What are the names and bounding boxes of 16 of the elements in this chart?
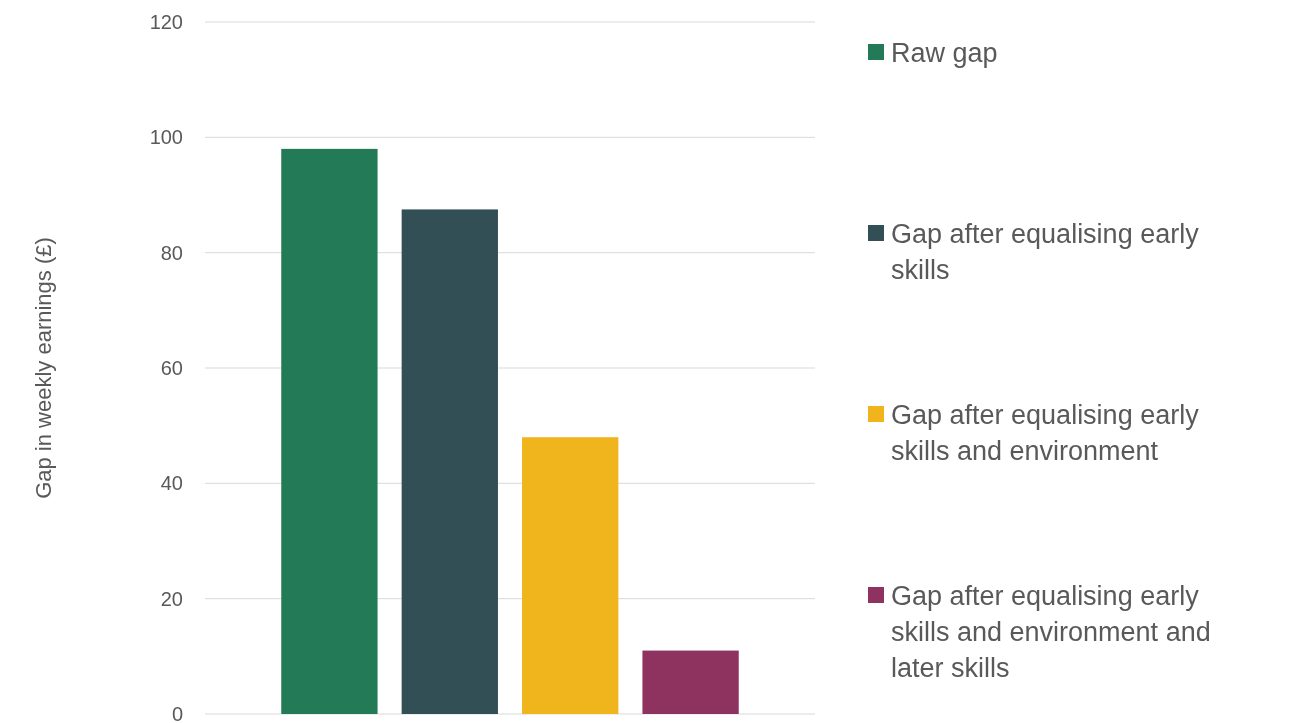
y-tick-label: 0 — [171, 703, 183, 723]
legend-label: Gap after equalising early skills and environment and later skills — [891, 581, 1211, 683]
y-tick-label: 100 — [149, 126, 183, 149]
bar — [401, 209, 498, 714]
y-tick-label: 80 — [160, 241, 183, 264]
bar — [522, 437, 619, 714]
y-tick-label: 20 — [160, 587, 183, 610]
y-axis-title: Gap in weekly earnings (£) — [30, 237, 56, 499]
legend-label: Gap after equalising early skills — [891, 219, 1200, 285]
bar — [642, 650, 739, 714]
y-tick-label: 40 — [160, 472, 183, 495]
legend-label: Gap after equalising early skills and environment — [891, 400, 1200, 466]
y-tick-label: 120 — [149, 11, 183, 33]
y-tick-label: 60 — [160, 357, 183, 379]
legend-label: Raw gap — [891, 38, 998, 68]
bar — [281, 148, 378, 714]
